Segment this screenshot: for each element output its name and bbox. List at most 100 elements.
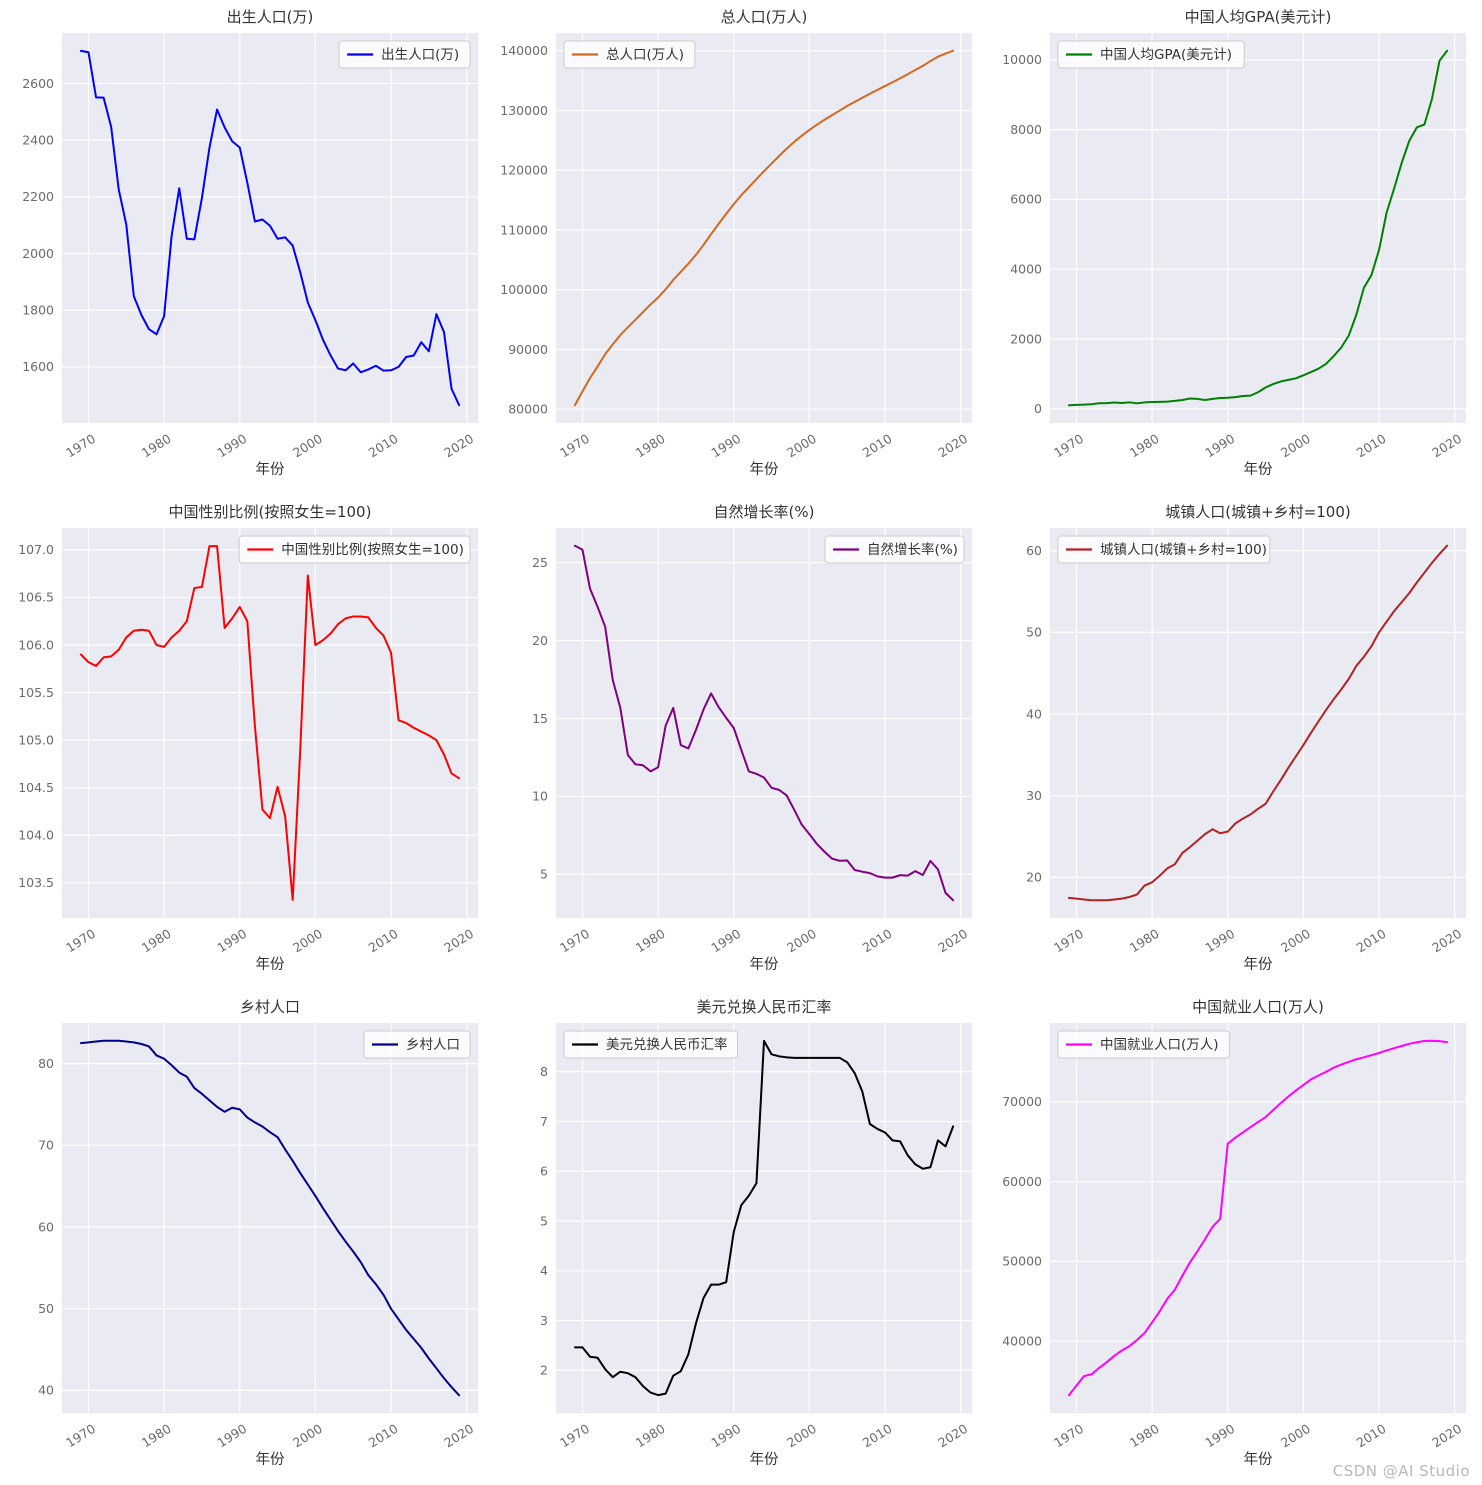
legend-box — [338, 40, 471, 69]
data-line — [79, 545, 461, 901]
y-tick-label: 15 — [532, 711, 548, 726]
y-tick-label: 90000 — [508, 342, 548, 357]
x-tick-label: 1990 — [214, 431, 249, 461]
y-tick-label: 105.5 — [18, 685, 54, 700]
x-tick-label: 2010 — [366, 431, 401, 461]
subplot-gdp-per-capita: 0 2000 4000 6000 8000 10000 1970 1980 1990 2000 20… — [988, 0, 1482, 495]
y-tick-label: 80000 — [508, 402, 548, 417]
chart-legend: 城镇人口(城镇+乡村=100) — [1057, 535, 1271, 564]
y-tick-label: 80 — [38, 1056, 54, 1071]
x-tick-label: 2010 — [1354, 431, 1389, 461]
x-axis-label: 年份 — [750, 461, 779, 478]
x-axis-label: 年份 — [1244, 461, 1273, 478]
data-line — [573, 49, 955, 407]
y-tick-label: 4000 — [1010, 262, 1042, 277]
x-tick-label: 2020 — [441, 926, 476, 956]
chart-title: 中国性别比例(按照女生=100) — [169, 503, 372, 521]
x-tick-label: 2000 — [290, 431, 325, 461]
legend-label: 中国就业人口(万人) — [1100, 1037, 1219, 1053]
chart-title: 自然增长率(%) — [714, 503, 815, 521]
x-tick-label: 1990 — [1202, 1421, 1237, 1451]
chart-legend: 乡村人口 — [363, 1030, 471, 1059]
legend-box — [1057, 1030, 1230, 1059]
chart-employment: 40000 50000 60000 70000 1970 1980 1990 2000 2010… — [1002, 998, 1466, 1468]
plot-area — [62, 1023, 478, 1413]
x-tick-label: 2020 — [1429, 431, 1464, 461]
x-tick-label: 2020 — [441, 1421, 476, 1451]
chart-gdp-per-capita: 0 2000 4000 6000 8000 10000 1970 1980 1990 2000 20… — [1002, 8, 1466, 478]
legend-label: 总人口(万人) — [606, 47, 684, 63]
legend-box — [1057, 40, 1245, 69]
chart-legend: 中国就业人口(万人) — [1057, 1030, 1230, 1059]
y-tick-label: 5 — [540, 867, 548, 882]
chart-title: 总人口(万人) — [721, 8, 808, 26]
x-tick-label: 1970 — [63, 431, 98, 461]
y-tick-label: 6 — [540, 1164, 548, 1179]
y-tick-label: 8 — [540, 1064, 548, 1079]
data-line — [573, 1039, 955, 1397]
plot-area — [556, 528, 972, 918]
legend-label: 乡村人口 — [406, 1037, 460, 1053]
x-tick-label: 1970 — [557, 431, 592, 461]
chart-title: 乡村人口 — [240, 998, 300, 1016]
y-tick-label: 10 — [532, 789, 548, 804]
chart-legend: 中国人均GPA(美元计) — [1057, 40, 1245, 69]
subplot-total-population: 80000 90000 100000 110000 120000 130000 140000… — [494, 0, 988, 495]
subplot-gender-ratio: 103.5 104.0 104.5 105.0 105.5 106.0 106.5 107.0… — [0, 495, 494, 990]
y-tick-label: 120000 — [500, 163, 548, 178]
data-line — [1067, 49, 1449, 407]
y-tick-label: 40000 — [1002, 1333, 1042, 1348]
legend-box — [238, 535, 471, 564]
x-tick-label: 1990 — [214, 1421, 249, 1451]
chart-legend: 出生人口(万) — [338, 40, 471, 69]
x-tick-label: 1980 — [139, 926, 174, 956]
subplot-birth-population: 1600 1800 2000 2200 2400 2600 1970 1980 1990 2000… — [0, 0, 494, 495]
subplot-natural-growth-rate: 5 10 15 20 25 1970 1980 1990 2000 2010 2020 自然增长率(%… — [494, 495, 988, 990]
x-tick-label: 2010 — [1354, 926, 1389, 956]
y-tick-label: 106.0 — [18, 637, 54, 652]
legend-label: 中国人均GPA(美元计) — [1100, 47, 1232, 63]
chart-rural-population-share: 40 50 60 70 80 1970 1980 1990 2000 2010 2020 乡村人口年份… — [38, 998, 478, 1468]
legend-label: 出生人口(万) — [381, 47, 459, 63]
x-axis-label: 年份 — [256, 956, 285, 973]
plot-area — [556, 33, 972, 423]
y-tick-label: 3 — [540, 1313, 548, 1328]
chart-title: 中国人均GPA(美元计) — [1185, 8, 1332, 26]
x-tick-label: 1990 — [1202, 431, 1237, 461]
y-tick-label: 10000 — [1002, 52, 1042, 67]
x-tick-label: 2000 — [784, 1421, 819, 1451]
plot-area — [1050, 528, 1466, 918]
x-tick-label: 1990 — [1202, 926, 1237, 956]
watermark: CSDN @AI Studio — [1332, 1462, 1470, 1480]
data-line — [79, 1039, 461, 1397]
y-tick-label: 50 — [1026, 625, 1042, 640]
subplot-urban-population-share: 20 30 40 50 60 1970 1980 1990 2000 2010 2020 城镇人口(城… — [988, 495, 1482, 990]
data-line — [79, 49, 461, 407]
y-tick-label: 2 — [540, 1363, 548, 1378]
x-axis-label: 年份 — [256, 461, 285, 478]
y-tick-label: 60000 — [1002, 1174, 1042, 1189]
subplot-employment: 40000 50000 60000 70000 1970 1980 1990 2000 2010… — [988, 990, 1482, 1485]
data-line — [573, 544, 955, 902]
y-tick-label: 105.0 — [18, 732, 54, 747]
plot-area — [62, 528, 478, 918]
x-tick-label: 2020 — [441, 431, 476, 461]
x-tick-label: 1990 — [708, 431, 743, 461]
x-tick-label: 2010 — [860, 926, 895, 956]
x-tick-label: 2020 — [935, 926, 970, 956]
x-tick-label: 2000 — [1278, 1421, 1313, 1451]
chart-legend: 自然增长率(%) — [824, 535, 965, 564]
chart-title: 中国就业人口(万人) — [1192, 998, 1324, 1016]
y-tick-label: 5 — [540, 1213, 548, 1228]
chart-legend: 总人口(万人) — [563, 40, 696, 69]
y-tick-label: 110000 — [500, 222, 548, 237]
x-tick-label: 1970 — [557, 926, 592, 956]
x-tick-label: 2000 — [290, 926, 325, 956]
y-tick-label: 20 — [1026, 870, 1042, 885]
x-tick-label: 1980 — [633, 431, 668, 461]
x-tick-label: 1970 — [1051, 431, 1086, 461]
x-tick-label: 1970 — [63, 1421, 98, 1451]
subplot-usd-cny-exchange-rate: 2 3 4 5 6 7 8 1970 1980 1990 2000 2010 2020 美元兑换人民币汇率… — [494, 990, 988, 1485]
plot-area — [62, 33, 478, 423]
